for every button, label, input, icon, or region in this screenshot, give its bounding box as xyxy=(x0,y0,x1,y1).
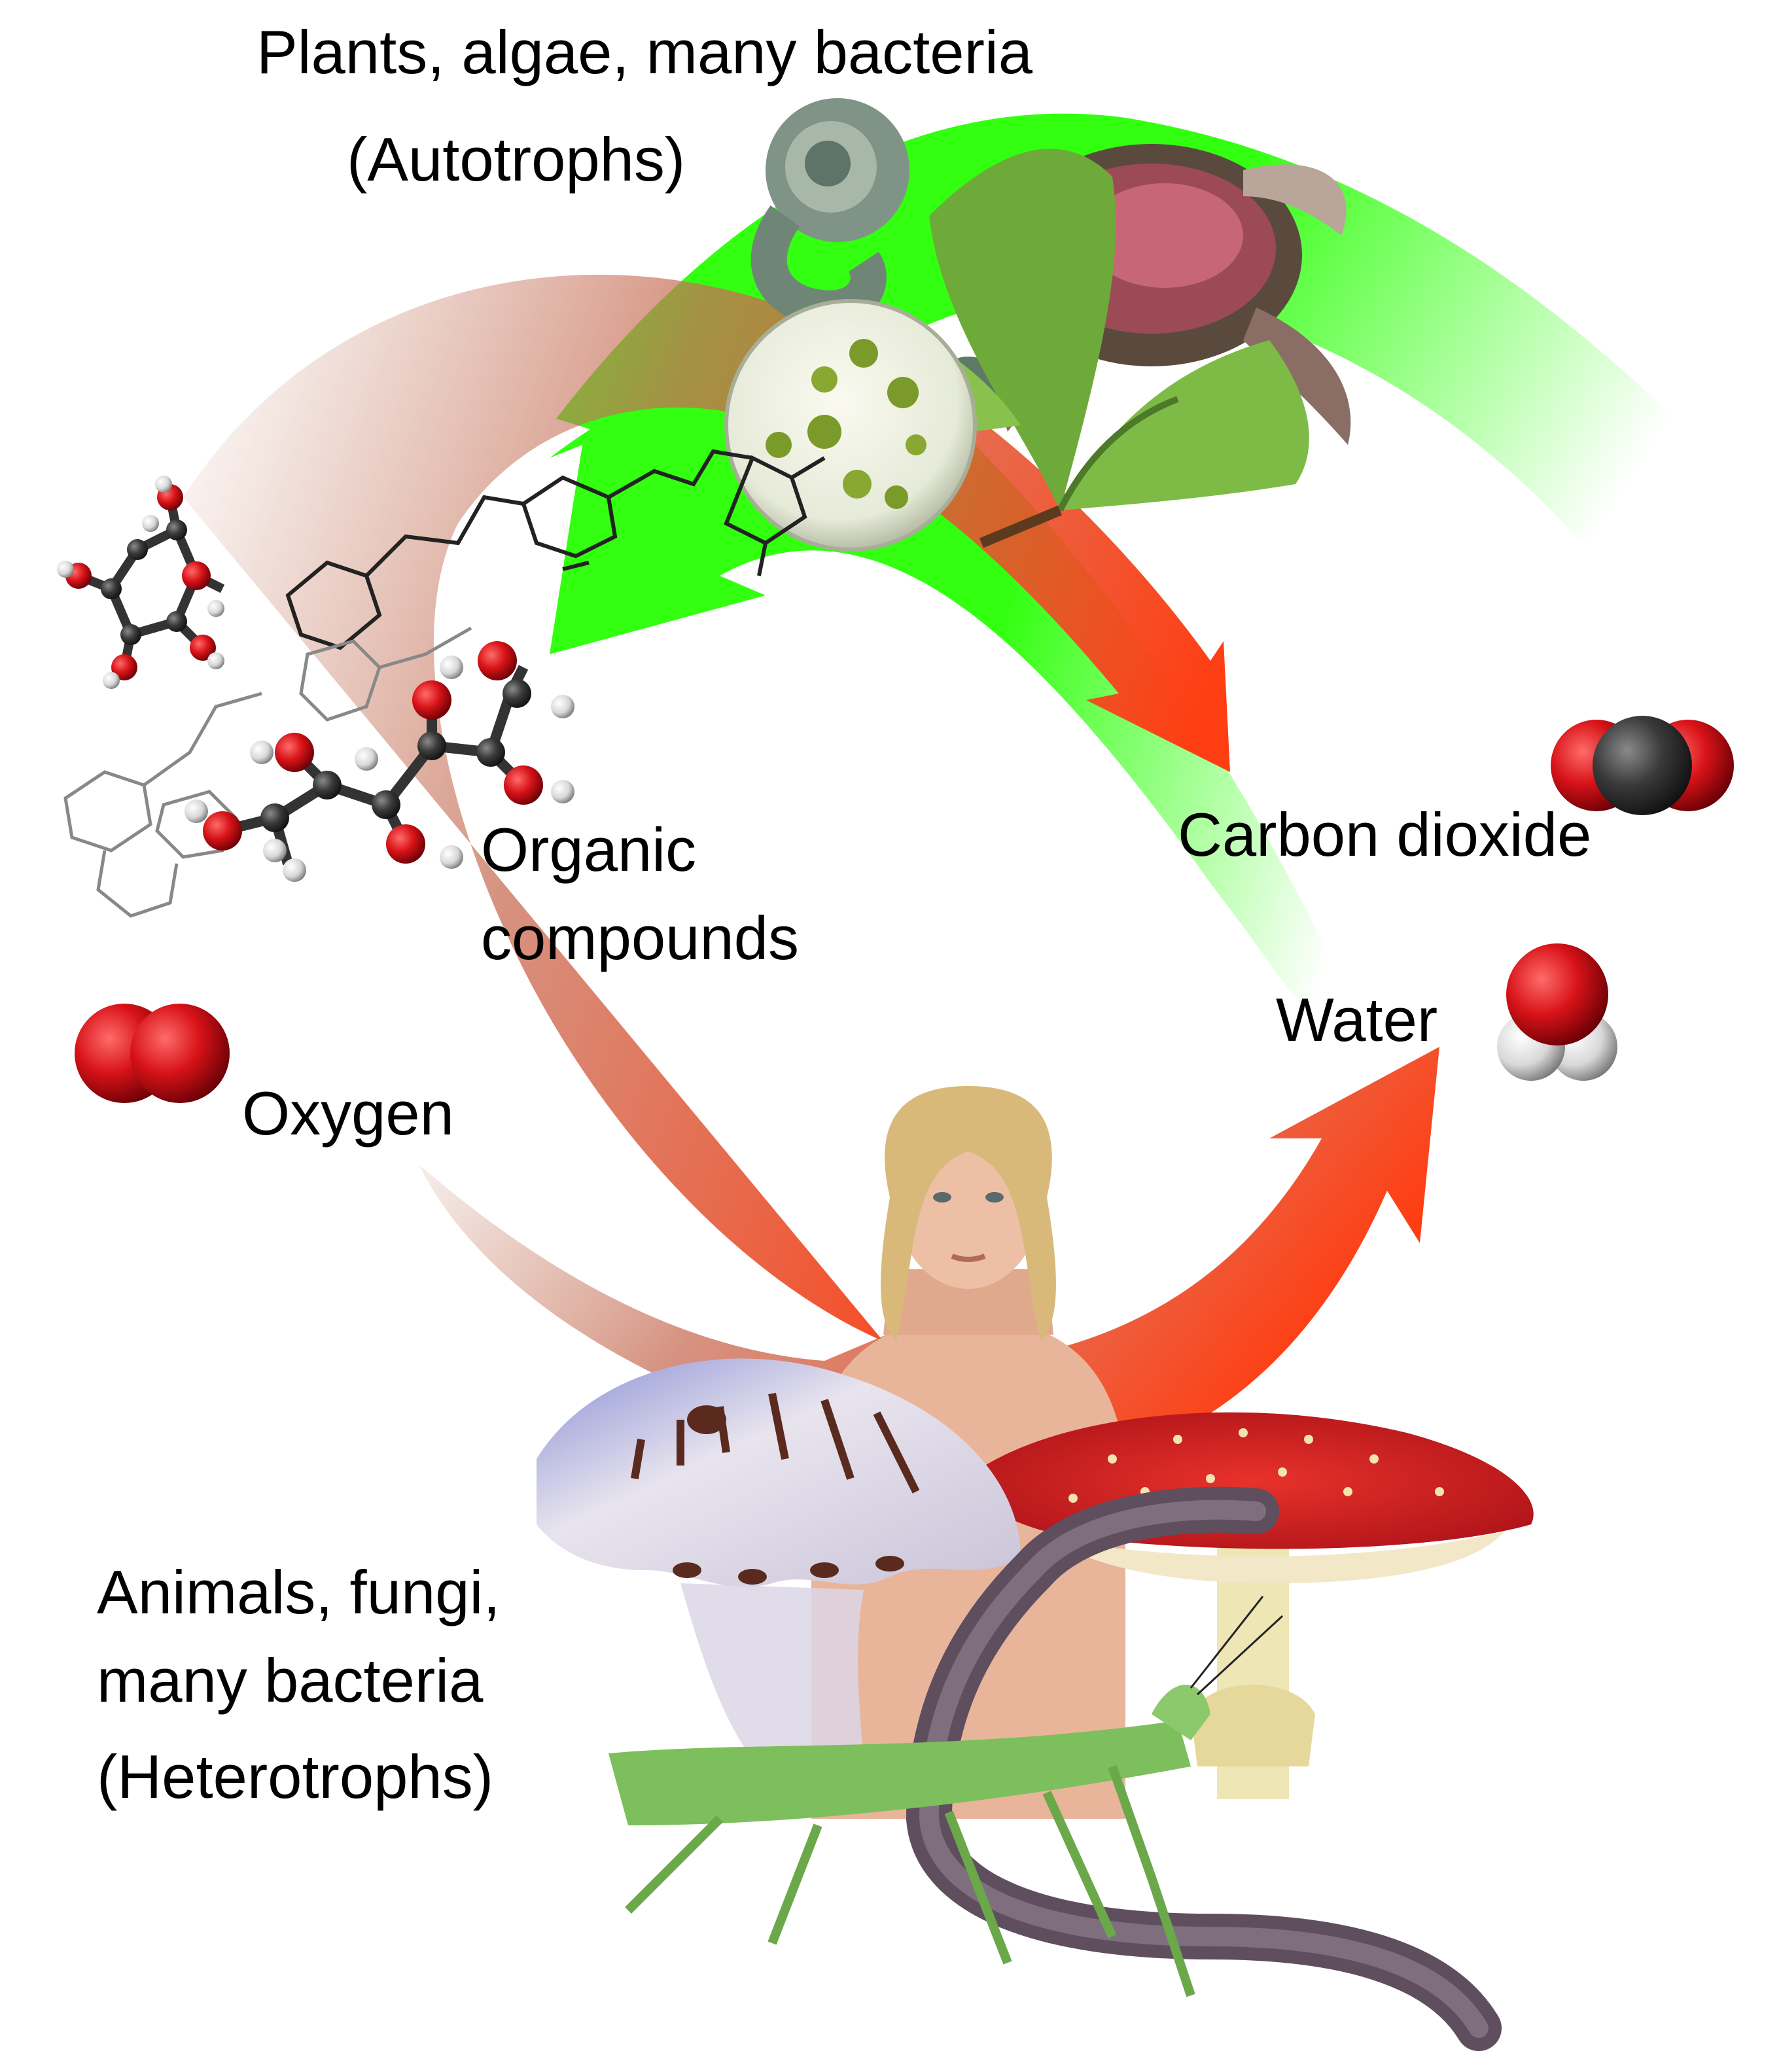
heterotrophs-label-line1: Animals, fungi, xyxy=(97,1558,501,1626)
oxygen-label: Oxygen xyxy=(242,1079,454,1148)
carbon-dioxide-label: Carbon dioxide xyxy=(1178,800,1592,869)
jellyfish-image xyxy=(537,1358,1021,1793)
praying-mantis-image xyxy=(608,1596,1284,1997)
autotrophs-label-line1: Plants, algae, many bacteria xyxy=(256,18,1033,86)
water-label: Water xyxy=(1276,985,1438,1054)
plant-illustrations xyxy=(724,98,1351,552)
oxygen-molecule-model xyxy=(75,1004,230,1103)
organic-compounds-label-line2: compounds xyxy=(481,904,799,972)
open-chain-sugar-ball-and-stick xyxy=(185,641,574,882)
heterotrophs-label-line2: many bacteria xyxy=(97,1646,484,1715)
respiration-arrow-lower xyxy=(419,1047,1439,1471)
photosynthesis-arrow-outer xyxy=(556,113,1754,687)
heterotroph-illustrations xyxy=(537,1086,1534,2051)
carbon-dioxide-molecule-model xyxy=(1551,716,1734,815)
volvox-algae-image xyxy=(724,299,977,552)
earthworm-image xyxy=(906,1486,1502,2051)
heterotrophs-label-line3: (Heterotrophs) xyxy=(97,1742,493,1811)
organic-compounds-label-line1: Organic xyxy=(481,815,697,884)
water-molecule-model xyxy=(1497,943,1617,1081)
autotrophs-label-line2: (Autotrophs) xyxy=(347,125,686,194)
organic-compounds-skeletal-formula xyxy=(285,449,826,650)
glucose-ring-ball-and-stick xyxy=(57,476,225,689)
